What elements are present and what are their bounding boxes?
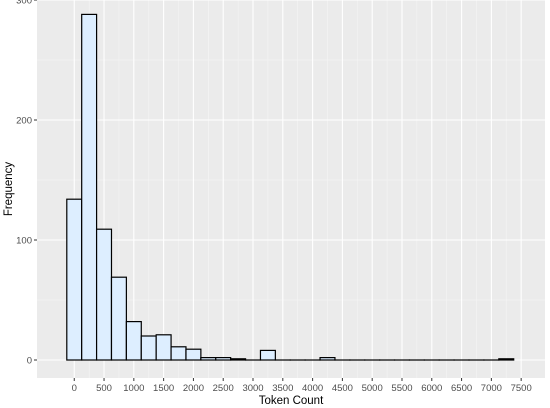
- histogram-bar: [185, 348, 202, 361]
- y-axis-title: Frequency: [3, 162, 15, 217]
- x-tick-label: 0: [72, 383, 77, 394]
- x-tick-label: 6500: [451, 383, 472, 394]
- x-tick-label: 1000: [123, 383, 144, 394]
- x-tick-label: 4500: [332, 383, 353, 394]
- histogram-bar: [215, 357, 232, 361]
- histogram-bar: [110, 276, 127, 361]
- histogram-bar: [95, 228, 113, 361]
- x-tick-label: 5000: [362, 383, 383, 394]
- y-tick-label: 200: [16, 115, 32, 126]
- x-tick-label: 4000: [302, 383, 323, 394]
- histogram-bar: [125, 321, 142, 361]
- histogram-bar: [498, 358, 515, 361]
- y-tick-label: 300: [16, 0, 32, 6]
- x-tick-label: 7500: [511, 383, 532, 394]
- y-tick-label: 100: [16, 235, 32, 246]
- x-tick-label: 6000: [421, 383, 442, 394]
- histogram-bar: [319, 357, 336, 361]
- y-tick-label: 0: [27, 355, 32, 366]
- histogram-bars: [66, 13, 515, 361]
- histogram-bar: [230, 358, 247, 361]
- histogram-bar: [259, 349, 276, 361]
- x-tick-label: 5500: [391, 383, 412, 394]
- histogram-bar: [140, 335, 157, 361]
- x-tick-label: 3500: [272, 383, 293, 394]
- histogram-bar: [200, 357, 217, 361]
- x-tick-label: 7000: [481, 383, 502, 394]
- x-axis: 0 500 1000 1500 2000 2500 3000 3500 4000 4500 5000…: [72, 378, 532, 394]
- histogram-bar: [155, 334, 172, 361]
- x-tick-label: 2000: [183, 383, 204, 394]
- histogram-bar: [81, 13, 98, 361]
- x-tick-label: 2500: [213, 383, 234, 394]
- histogram-bar: [66, 198, 83, 361]
- x-tick-label: 1500: [153, 383, 174, 394]
- x-axis-title: Token Count: [259, 395, 324, 407]
- y-axis: 0 100 200 300: [16, 0, 37, 366]
- histogram-bar: [170, 346, 187, 361]
- x-tick-label: 3000: [242, 383, 263, 394]
- x-tick-label: 500: [96, 383, 112, 394]
